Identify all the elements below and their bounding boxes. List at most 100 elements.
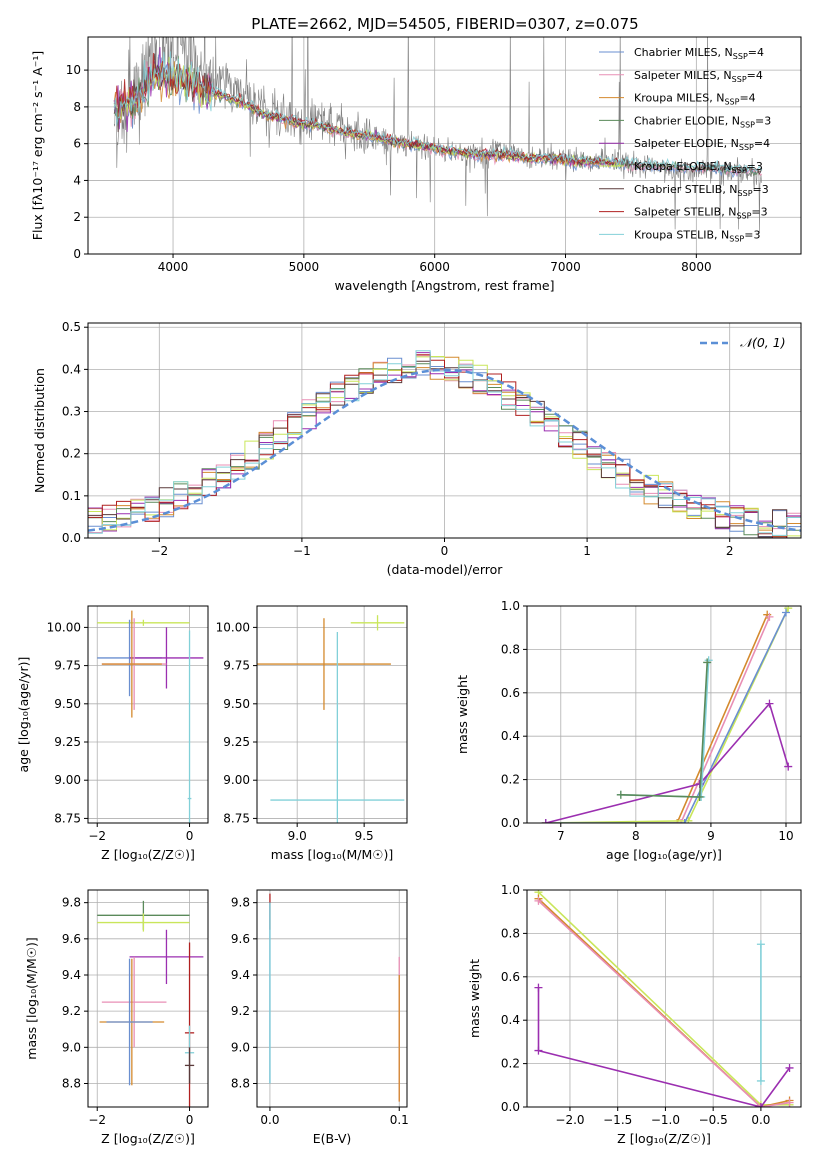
- panel-spectrum: 4000 5000 6000 7000 8000 0 2 4 6 8 10 wavelength [A…: [30, 36, 802, 293]
- x-tick-label: 0: [441, 544, 449, 558]
- plot-area: [97, 900, 204, 1107]
- plot-area: [534, 890, 794, 1107]
- x-axis-label: Z [log₁₀(Z/Z☉)]: [617, 1131, 711, 1146]
- weight-point-marker: [534, 1046, 543, 1055]
- weight-point-marker: [756, 940, 765, 949]
- y-tick-label: 0.1: [62, 489, 81, 503]
- panel-residuals: −2 −1 0 1 2 0.0 0.1 0.2 0.3 0.4 0.5 (data-model)/er…: [32, 320, 802, 577]
- y-tick-label: 0.3: [62, 405, 81, 419]
- legend-n-value: 3: [756, 160, 763, 173]
- weight-series-line: [545, 607, 789, 823]
- weight-point-marker: [765, 612, 774, 621]
- x-tick-label: 0.0: [751, 1113, 770, 1127]
- weight-series-line: [545, 612, 787, 823]
- panel-mass-ebv: 0.0 0.1 8.8 9.0 9.2 9.4 9.6 9.8 E(B-V): [231, 889, 409, 1146]
- y-tick-label: 0.8: [501, 926, 520, 940]
- weight-point-marker: [784, 606, 793, 613]
- weight-point-marker: [534, 896, 543, 905]
- plot-area: [88, 350, 801, 538]
- x-tick-label: 10: [778, 829, 793, 843]
- weight-series-line: [545, 701, 789, 823]
- legend-n-value: 3: [764, 114, 771, 127]
- grid-lines: [257, 890, 407, 1107]
- x-tick-label: 9.5: [355, 829, 374, 843]
- axes-frame: [526, 889, 802, 1108]
- y-tick-label: 9.8: [62, 896, 81, 910]
- legend-model-name: Chabrier MILES: [634, 46, 718, 59]
- weight-series-line: [537, 898, 790, 1107]
- legend-n-value: 4: [749, 92, 756, 105]
- panel-age-z: −2 0 8.75 9.00 9.25 9.50 9.75 10.00 Z [log₁₀(Z/Z…: [16, 605, 209, 862]
- residuals-legend: 𝒩(0, 1): [700, 335, 786, 350]
- legend-eq: =: [744, 228, 753, 241]
- weight-series-line: [620, 660, 710, 798]
- y-tick-label: 8.75: [223, 811, 250, 825]
- x-tick-label: 8000: [681, 260, 712, 274]
- y-tick-label: 9.2: [231, 1004, 250, 1018]
- weight-point-marker: [756, 1103, 765, 1107]
- legend-n-subscript: SSP: [739, 143, 754, 152]
- legend-eq: =: [748, 46, 757, 59]
- y-tick-label: 2: [73, 210, 81, 224]
- gauss-legend-label: 𝒩(0, 1): [740, 335, 786, 350]
- panel-age-mass: 9.0 9.5 8.75 9.00 9.25 9.50 9.75 10.00 mass [log…: [216, 605, 408, 862]
- legend-n-label: , N: [721, 206, 736, 219]
- weight-series-line: [537, 987, 791, 1107]
- x-tick-label: 2: [726, 544, 734, 558]
- y-tick-label: 0.2: [62, 447, 81, 461]
- axes-frame: [256, 889, 408, 1108]
- legend-model-name: Kroupa STELIB: [634, 228, 714, 241]
- y-tick-label: 0.4: [501, 729, 520, 743]
- y-tick-label: 4: [73, 173, 81, 187]
- y-tick-label: 0.4: [501, 1013, 520, 1027]
- x-tick-label: −1.5: [603, 1113, 632, 1127]
- x-tick-label: −1.0: [651, 1113, 680, 1127]
- y-tick-label: 9.75: [54, 659, 81, 673]
- legend-n-value: 4: [763, 137, 770, 150]
- grid-lines: [257, 606, 407, 823]
- legend-entry: Salpeter MILES, NSSP=4: [634, 69, 763, 84]
- legend-n-label: , N: [725, 114, 740, 127]
- y-tick-label: 9.50: [223, 697, 250, 711]
- y-tick-label: 6: [73, 137, 81, 151]
- legend-n-subscript: SSP: [736, 212, 751, 221]
- axes-frame: [87, 36, 802, 255]
- y-tick-label: 9.6: [231, 932, 250, 946]
- weight-point-marker: [765, 699, 774, 708]
- legend-entry: Kroupa STELIB, NSSP=3: [634, 228, 760, 243]
- axes-frame: [87, 322, 802, 539]
- legend-n-subscript: SSP: [732, 166, 747, 175]
- weight-point-marker: [756, 1076, 765, 1085]
- panel-weight-age: 7 8 9 10 0.0 0.2 0.4 0.6 0.8 1.0 age [log₁₀(age/yr…: [455, 599, 802, 862]
- legend-entry: Kroupa MILES, NSSP=4: [634, 92, 756, 107]
- y-tick-label: 9.00: [223, 773, 250, 787]
- y-tick-label: 0.4: [62, 362, 81, 376]
- legend-model-name: Salpeter STELIB: [634, 206, 721, 219]
- x-tick-label: 0.1: [390, 1113, 409, 1127]
- y-tick-label: 0.2: [501, 773, 520, 787]
- legend-model-name: Kroupa ELODIE: [634, 160, 716, 173]
- y-tick-label: 9.25: [54, 735, 81, 749]
- y-tick-label: 9.50: [54, 697, 81, 711]
- legend-entry: Salpeter ELODIE, NSSP=4: [634, 137, 770, 152]
- residual-histogram: [88, 350, 801, 536]
- x-axis-label: Z [log₁₀(Z/Z☉)]: [101, 1131, 195, 1146]
- weight-series-line: [537, 900, 790, 1107]
- y-tick-label: 9.75: [223, 659, 250, 673]
- legend-eq: =: [755, 114, 764, 127]
- x-axis-label: age [log₁₀(age/yr)]: [606, 847, 722, 862]
- x-axis-label: (data-model)/error: [387, 562, 504, 577]
- x-axis-label: E(B-V): [313, 1131, 352, 1146]
- x-tick-label: 8: [632, 829, 640, 843]
- y-tick-label: 9.0: [62, 1040, 81, 1054]
- legend-n-subscript: SSP: [738, 189, 753, 198]
- x-tick-label: 9.0: [288, 829, 307, 843]
- legend-model-name: Chabrier STELIB: [634, 183, 722, 196]
- y-tick-label: 0.6: [501, 970, 520, 984]
- legend-eq: =: [747, 69, 756, 82]
- legend-n-subscript: SSP: [732, 75, 747, 84]
- y-tick-label: 10.00: [47, 620, 81, 634]
- y-tick-label: 0.6: [501, 686, 520, 700]
- x-tick-label: 0: [186, 829, 194, 843]
